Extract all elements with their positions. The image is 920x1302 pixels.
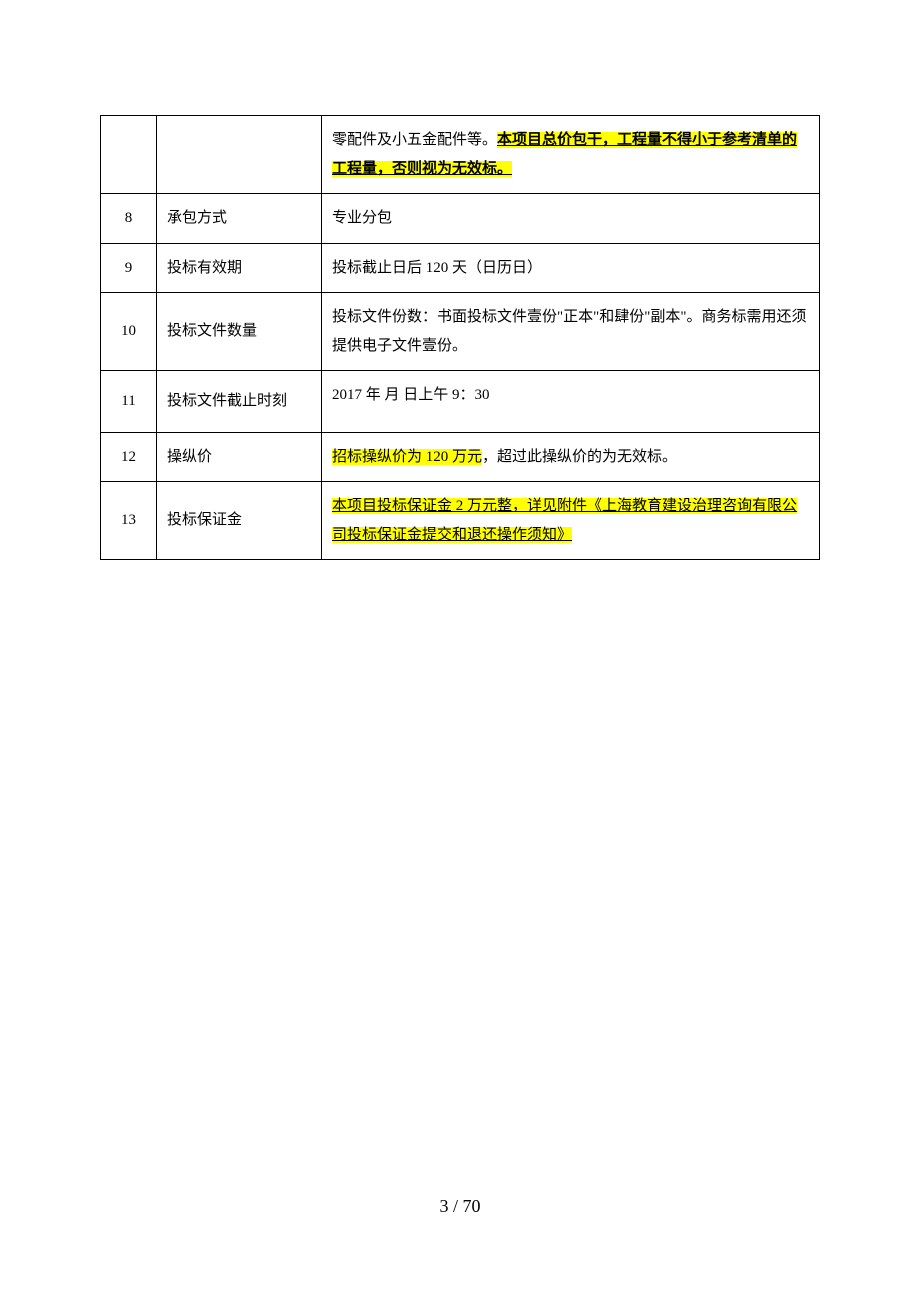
- row-content: 2017 年 月 日上午 9：30: [322, 371, 820, 433]
- table-row: 零配件及小五金配件等。本项目总价包干，工程量不得小于参考清单的工程量，否则视为无…: [101, 116, 820, 194]
- row-number: 12: [101, 432, 157, 482]
- row-number: 8: [101, 194, 157, 244]
- row-label: 投标有效期: [157, 243, 322, 293]
- row-content: 专业分包: [322, 194, 820, 244]
- table-row: 11 投标文件截止时刻 2017 年 月 日上午 9：30: [101, 371, 820, 433]
- table-row: 12 操纵价 招标操纵价为 120 万元，超过此操纵价的为无效标。: [101, 432, 820, 482]
- table-row: 9 投标有效期 投标截止日后 120 天（日历日）: [101, 243, 820, 293]
- row-label: 投标文件截止时刻: [157, 371, 322, 433]
- highlighted-text: 招标操纵价为 120 万元: [332, 449, 482, 465]
- row-content: 投标文件份数：书面投标文件壹份"正本"和肆份"副本"。商务标需用还须提供电子文件…: [322, 293, 820, 371]
- row-number: 11: [101, 371, 157, 433]
- row-number: 10: [101, 293, 157, 371]
- row-content: 招标操纵价为 120 万元，超过此操纵价的为无效标。: [322, 432, 820, 482]
- row-content: 投标截止日后 120 天（日历日）: [322, 243, 820, 293]
- row-label: 操纵价: [157, 432, 322, 482]
- row-content: 本项目投标保证金 2 万元整，详见附件《上海教育建设治理咨询有限公司投标保证金提…: [322, 482, 820, 560]
- content-text: ，超过此操纵价的为无效标。: [482, 449, 677, 465]
- row-label: 承包方式: [157, 194, 322, 244]
- content-text: 零配件及小五金配件等。: [332, 132, 497, 148]
- document-page: 零配件及小五金配件等。本项目总价包干，工程量不得小于参考清单的工程量，否则视为无…: [0, 0, 920, 560]
- bid-info-table: 零配件及小五金配件等。本项目总价包干，工程量不得小于参考清单的工程量，否则视为无…: [100, 115, 820, 560]
- row-content: 零配件及小五金配件等。本项目总价包干，工程量不得小于参考清单的工程量，否则视为无…: [322, 116, 820, 194]
- table-row: 10 投标文件数量 投标文件份数：书面投标文件壹份"正本"和肆份"副本"。商务标…: [101, 293, 820, 371]
- row-label: [157, 116, 322, 194]
- row-label: 投标文件数量: [157, 293, 322, 371]
- row-number: [101, 116, 157, 194]
- row-number: 13: [101, 482, 157, 560]
- highlighted-text: 本项目投标保证金 2 万元整，详见附件《上海教育建设治理咨询有限公司投标保证金提…: [332, 498, 797, 543]
- page-number: 3 / 70: [0, 1196, 920, 1217]
- table-row: 8 承包方式 专业分包: [101, 194, 820, 244]
- row-number: 9: [101, 243, 157, 293]
- row-label: 投标保证金: [157, 482, 322, 560]
- table-row: 13 投标保证金 本项目投标保证金 2 万元整，详见附件《上海教育建设治理咨询有…: [101, 482, 820, 560]
